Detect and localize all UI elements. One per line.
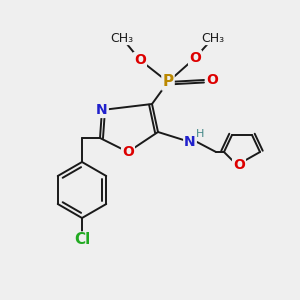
Text: O: O: [122, 145, 134, 159]
Text: N: N: [184, 135, 196, 149]
Text: Cl: Cl: [74, 232, 90, 247]
Text: N: N: [96, 103, 108, 117]
Text: O: O: [134, 53, 146, 67]
Text: O: O: [189, 51, 201, 65]
Text: P: P: [162, 74, 174, 89]
Text: CH₃: CH₃: [110, 32, 134, 44]
Text: H: H: [196, 129, 204, 139]
Text: O: O: [233, 158, 245, 172]
Text: CH₃: CH₃: [201, 32, 225, 44]
Text: O: O: [206, 73, 218, 87]
